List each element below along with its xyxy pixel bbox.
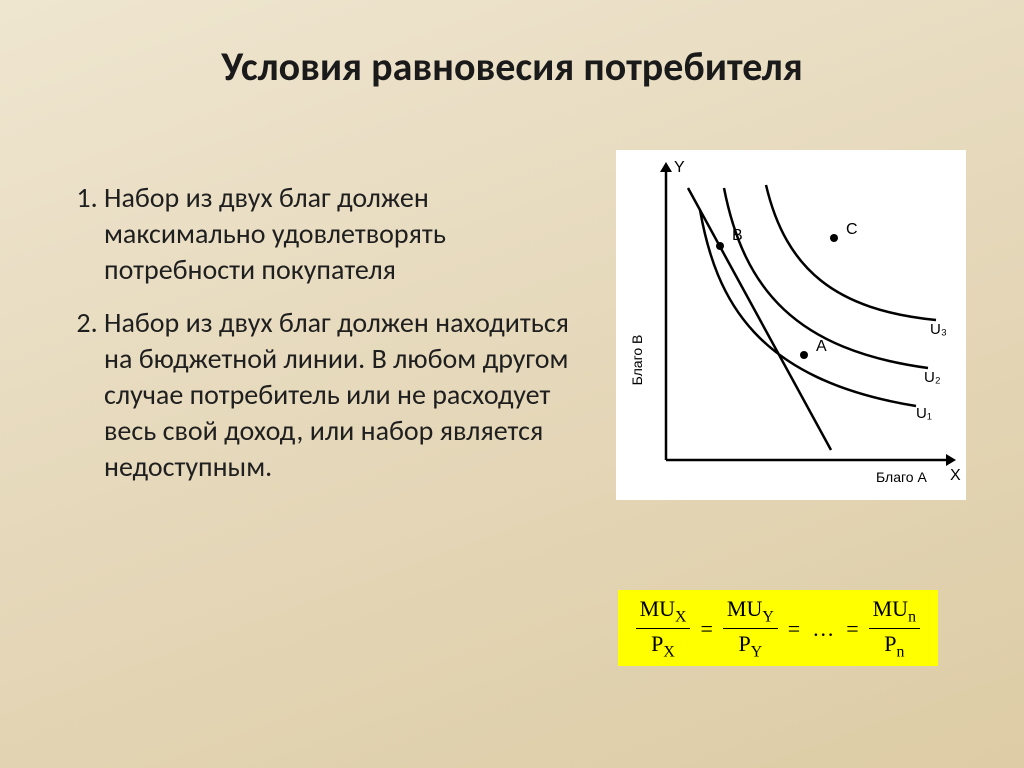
slide-title-text: Условия равновесия потребителя <box>221 42 803 91</box>
svg-text:Благо B: Благо B <box>629 335 645 386</box>
chart-svg: Y X Благо B Благо A U₁ U₂ U₃ B C A <box>616 150 966 500</box>
condition-item: Набор из двух благ должен максимально уд… <box>104 180 576 287</box>
point-B <box>716 242 724 250</box>
svg-text:B: B <box>732 227 743 244</box>
svg-text:A: A <box>816 338 827 355</box>
svg-text:U₁: U₁ <box>916 405 932 422</box>
svg-text:C: C <box>846 221 858 238</box>
conditions-block: Набор из двух благ должен максимально уд… <box>56 180 576 503</box>
svg-text:U₃: U₃ <box>930 321 947 338</box>
svg-text:X: X <box>950 467 961 484</box>
condition-item: Набор из двух благ должен находиться на … <box>104 305 576 484</box>
conditions-list: Набор из двух благ должен максимально уд… <box>56 180 576 485</box>
slide: Условия равновесия потребителя Набор из … <box>0 0 1024 768</box>
equilibrium-formula: MUXPX=MUYPY=…=MUnPn <box>618 590 938 666</box>
slide-title: Условия равновесия потребителя <box>0 42 1024 91</box>
point-C <box>830 234 838 242</box>
point-A <box>800 351 808 359</box>
svg-text:Y: Y <box>674 159 685 176</box>
svg-text:U₂: U₂ <box>924 369 941 386</box>
equilibrium-chart: Y X Благо B Благо A U₁ U₂ U₃ B C A <box>616 150 966 500</box>
svg-text:Благо A: Благо A <box>876 469 927 485</box>
